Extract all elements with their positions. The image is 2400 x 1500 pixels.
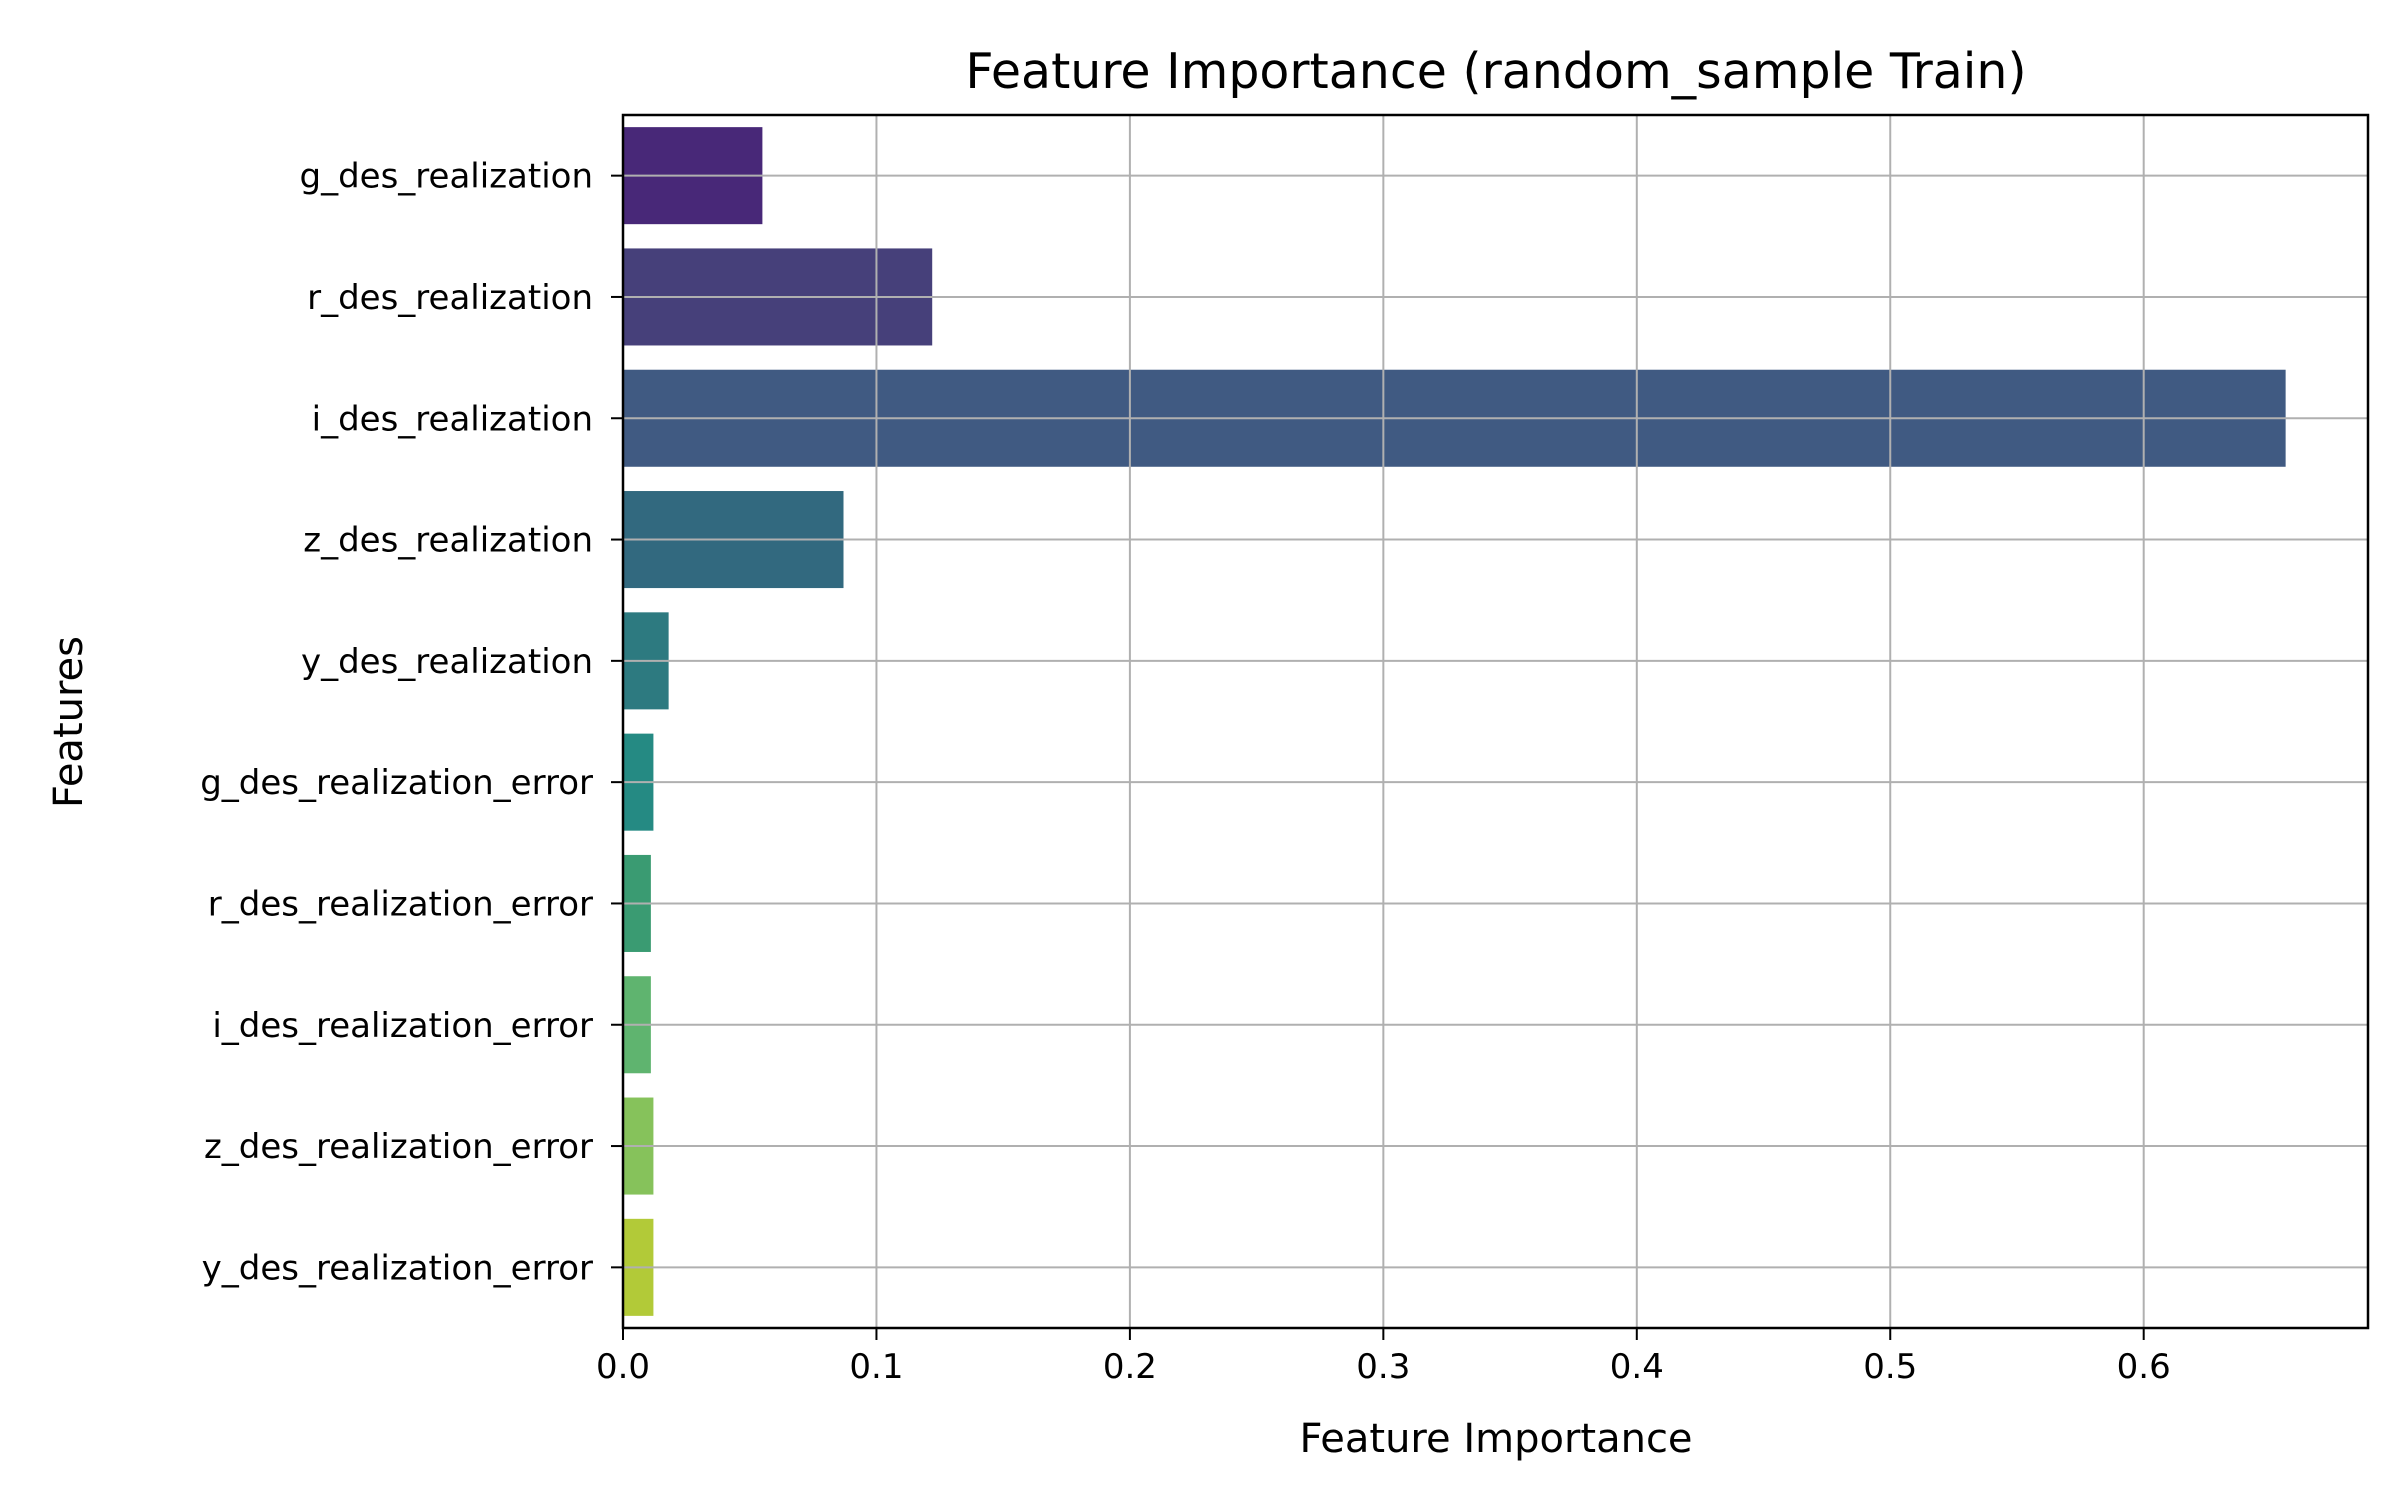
y-tick-label: r_des_realization <box>307 278 593 318</box>
plot-frame <box>621 113 2370 1330</box>
x-tick-label: 0.5 <box>1863 1347 1917 1387</box>
x-tick-label: 0.1 <box>849 1347 903 1387</box>
x-tick-label: 0.2 <box>1103 1347 1157 1387</box>
y-tick-label: i_des_realization <box>312 399 593 439</box>
x-tick-label: 0.4 <box>1610 1347 1664 1387</box>
y-axis-ticks: g_des_realization r_des_realization i_des_… <box>200 157 623 1288</box>
y-axis-label: Features <box>46 636 92 808</box>
x-tick-label: 0.0 <box>596 1347 650 1387</box>
y-tick-label: z_des_realization_error <box>204 1127 593 1167</box>
y-tick-label: r_des_realization_error <box>208 884 593 924</box>
x-axis-label: Feature Importance <box>1299 1416 1692 1462</box>
y-tick-label: g_des_realization_error <box>200 763 593 803</box>
y-tick-label: z_des_realization <box>303 521 593 561</box>
y-tick-label: i_des_realization_error <box>212 1006 593 1046</box>
x-tick-label: 0.6 <box>2117 1347 2171 1387</box>
y-tick-label: y_des_realization_error <box>202 1248 593 1288</box>
chart-title: Feature Importance (random_sample Train) <box>965 43 2026 100</box>
grid <box>622 115 2368 1328</box>
y-tick-label: g_des_realization <box>300 157 593 197</box>
y-tick-label: y_des_realization <box>301 642 593 682</box>
x-axis-ticks: 0.0 0.1 0.2 0.3 0.4 0.5 0.6 <box>596 1328 2171 1387</box>
x-tick-label: 0.3 <box>1356 1347 1410 1387</box>
bars <box>623 127 2286 1316</box>
